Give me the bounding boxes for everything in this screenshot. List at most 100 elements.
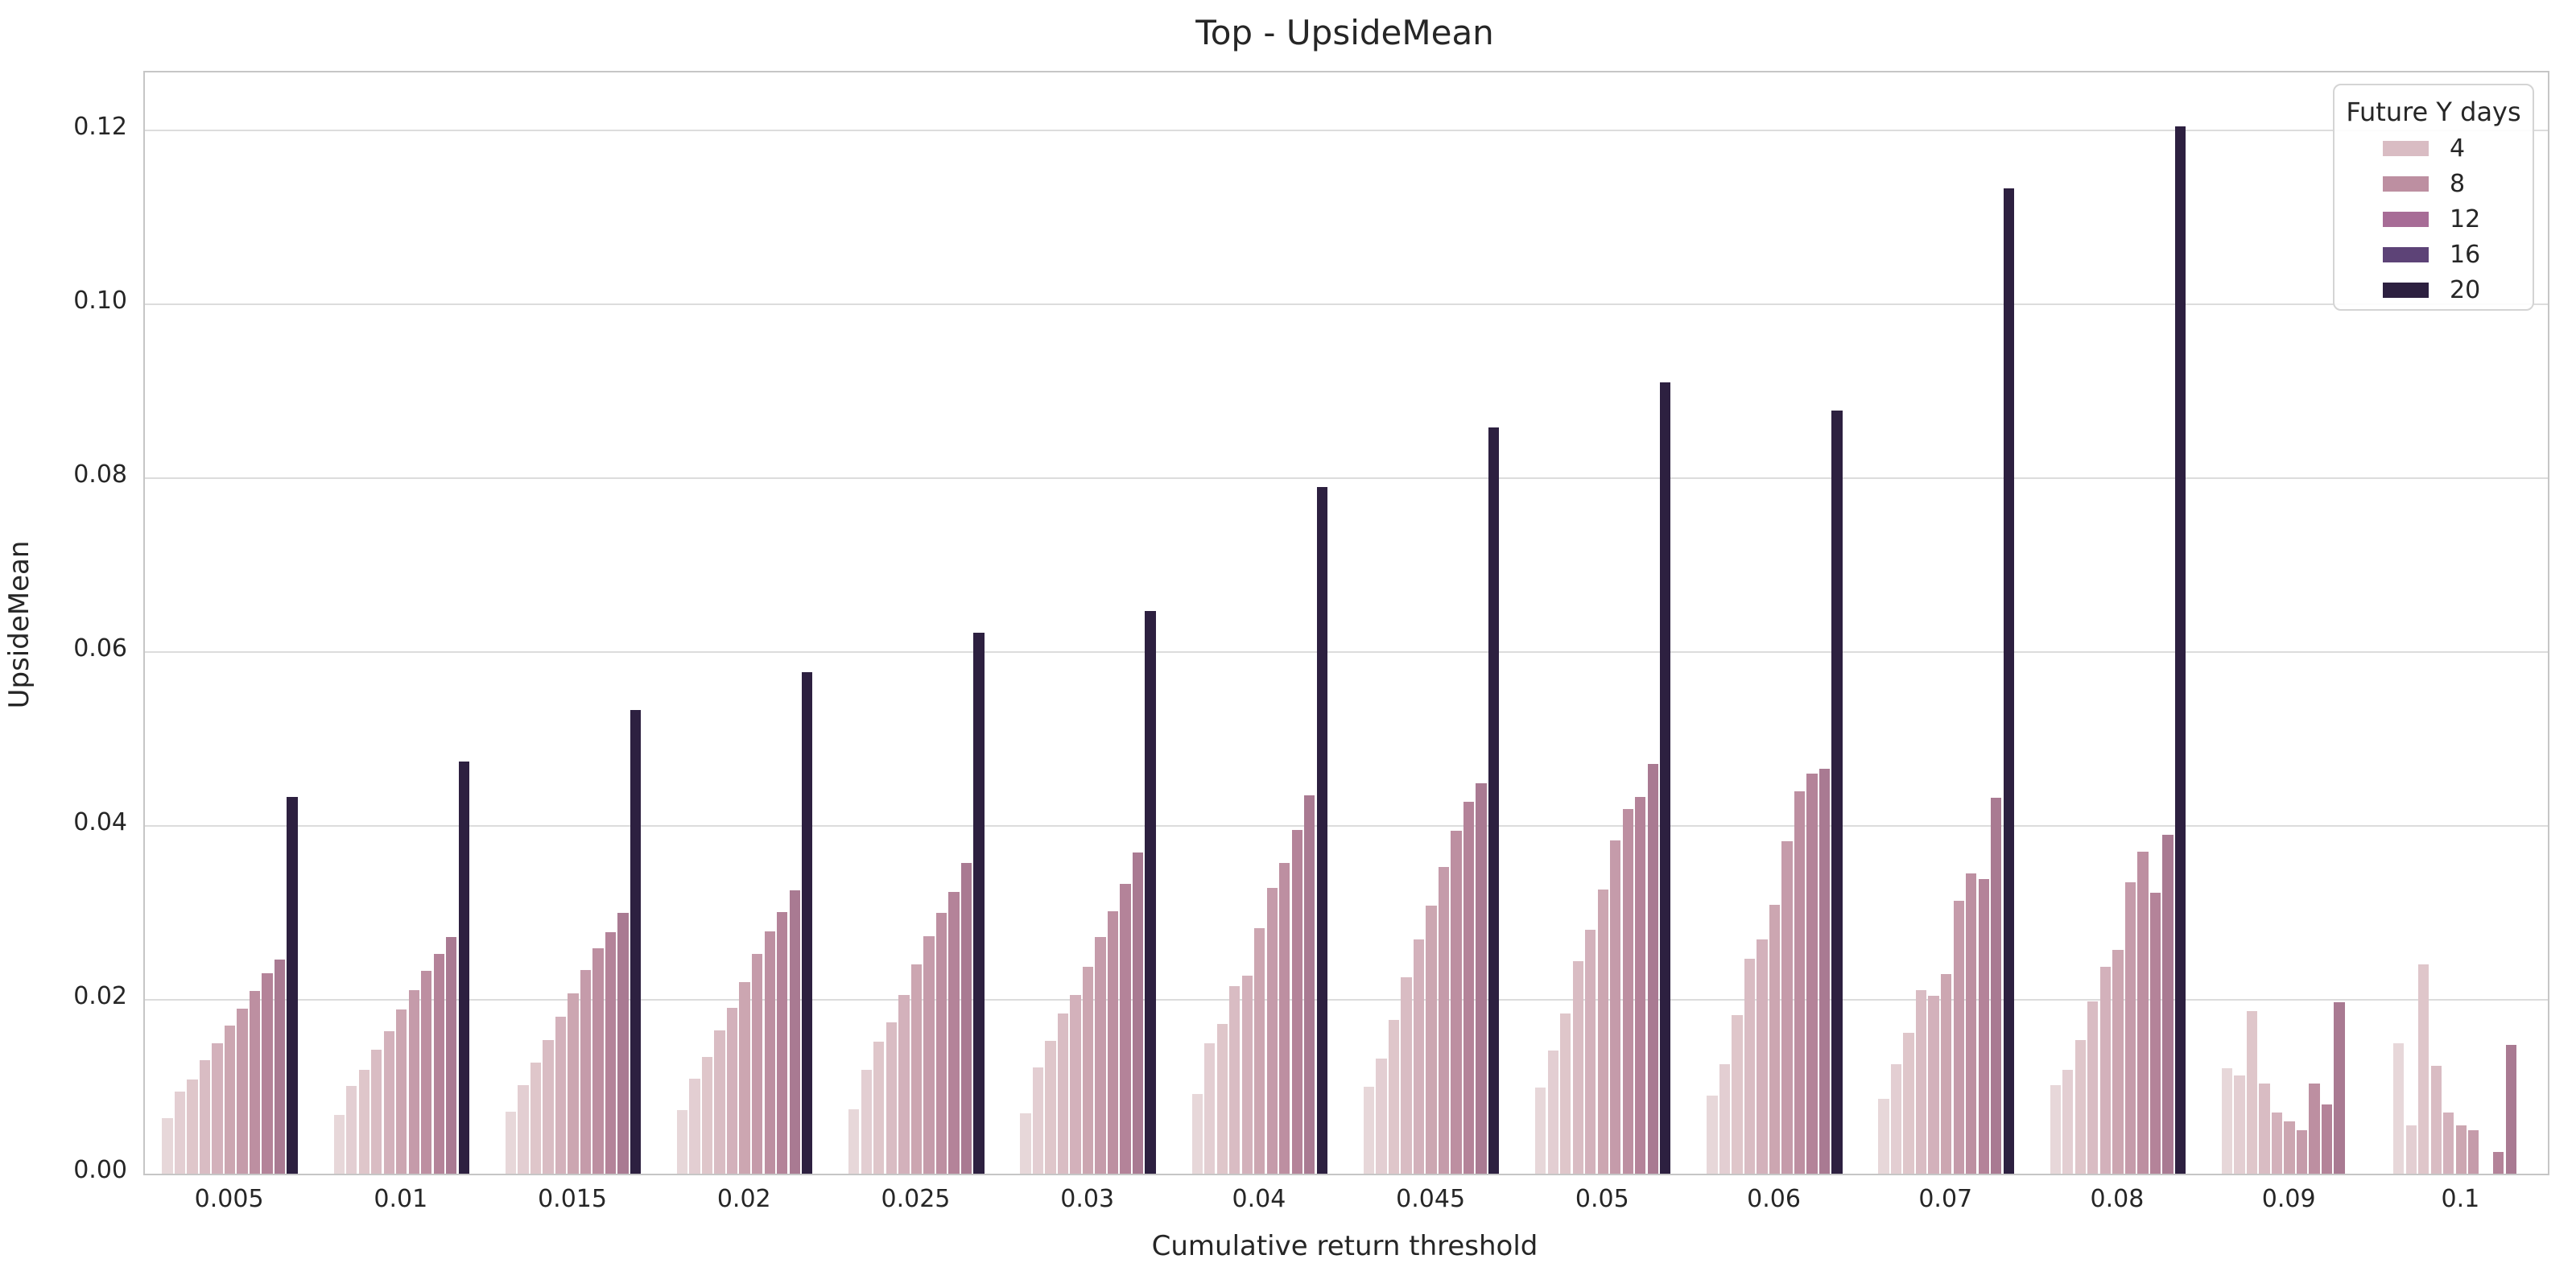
bar-0.1-d6 — [2455, 1125, 2467, 1174]
bar-0.01-d20 — [458, 762, 469, 1174]
bar-0.1-d9 — [2493, 1152, 2504, 1174]
bar-0.09-d8 — [2309, 1084, 2320, 1174]
bar-0.09-d7 — [2296, 1130, 2308, 1174]
bar-0.04-d6 — [1254, 928, 1265, 1174]
bar-0.08-d8 — [2137, 852, 2149, 1174]
bar-0.015-d5 — [555, 1017, 567, 1174]
x-tick-label-0.1: 0.1 — [2441, 1185, 2480, 1213]
legend-rows: 4 8 12 16 20 — [2334, 130, 2533, 308]
bar-0.015-d9 — [605, 932, 617, 1174]
x-axis-label: Cumulative return threshold — [1151, 1230, 1538, 1262]
bar-0.005-d6 — [224, 1026, 236, 1174]
y-tick-label-0.00: 0.00 — [73, 1156, 127, 1184]
legend-item-4: 4 — [2334, 130, 2533, 166]
chart-title: Top - UpsideMean — [1195, 13, 1494, 52]
bar-0.1-d4 — [2430, 1066, 2442, 1174]
bar-0.07-d5 — [1928, 996, 1939, 1174]
bar-0.02-d4 — [714, 1030, 725, 1174]
bar-0.045-d20 — [1488, 427, 1500, 1174]
bar-0.03-d7 — [1095, 937, 1106, 1174]
bar-0.045-d8 — [1451, 831, 1462, 1174]
bar-0.045-d6 — [1426, 906, 1437, 1174]
legend-item-12: 12 — [2334, 201, 2533, 237]
gridline-0.10 — [145, 303, 2548, 305]
legend-swatch-12 — [2383, 211, 2429, 227]
bar-0.06-d20 — [1831, 411, 1843, 1174]
bar-0.07-d3 — [1903, 1033, 1914, 1174]
bar-0.08-d3 — [2074, 1040, 2086, 1174]
bar-0.08-d10 — [2162, 835, 2174, 1174]
bar-0.04-d3 — [1216, 1024, 1228, 1174]
bar-0.02-d3 — [701, 1057, 713, 1174]
bar-0.02-d7 — [752, 954, 763, 1174]
x-tick-label-0.005: 0.005 — [194, 1185, 264, 1213]
bar-0.1-d2 — [2405, 1125, 2417, 1174]
bar-0.04-d5 — [1241, 976, 1253, 1174]
bar-0.08-d1 — [2050, 1085, 2061, 1174]
y-tick-label-0.08: 0.08 — [73, 460, 127, 489]
bar-0.005-d20 — [287, 797, 298, 1174]
legend-label-4: 4 — [2450, 134, 2466, 163]
bar-0.08-d2 — [2062, 1070, 2074, 1174]
bar-0.07-d2 — [1890, 1064, 1902, 1174]
bar-0.05-d9 — [1635, 797, 1646, 1174]
bar-0.06-d4 — [1744, 959, 1756, 1174]
bar-0.03-d5 — [1070, 995, 1081, 1174]
bar-0.09-d5 — [2271, 1113, 2283, 1174]
bar-0.025-d5 — [898, 995, 910, 1174]
bar-0.005-d7 — [237, 1009, 248, 1174]
bar-0.08-d7 — [2124, 882, 2136, 1174]
bar-0.07-d6 — [1940, 974, 1952, 1174]
bar-0.04-d7 — [1266, 888, 1278, 1174]
bar-0.025-d10 — [960, 863, 972, 1174]
bar-0.045-d2 — [1376, 1059, 1387, 1174]
bar-0.05-d20 — [1660, 382, 1671, 1174]
bar-0.07-d1 — [1878, 1099, 1889, 1174]
legend-swatch-8 — [2383, 175, 2429, 192]
bar-0.09-d9 — [2321, 1104, 2333, 1174]
y-axis-label: UpsideMean — [3, 540, 35, 709]
bar-0.06-d7 — [1781, 841, 1793, 1174]
bar-0.05-d10 — [1647, 764, 1658, 1174]
bar-0.01-d4 — [371, 1050, 382, 1174]
gridline-0.06 — [145, 651, 2548, 653]
bar-0.02-d5 — [726, 1008, 738, 1174]
bar-0.01-d8 — [421, 971, 432, 1174]
legend-item-8: 8 — [2334, 166, 2533, 201]
bar-0.03-d9 — [1120, 884, 1131, 1174]
legend-label-16: 16 — [2450, 240, 2481, 269]
bar-0.01-d6 — [396, 1009, 407, 1174]
gridline-0.04 — [145, 825, 2548, 827]
bar-0.02-d10 — [789, 890, 800, 1174]
bar-0.01-d7 — [408, 990, 419, 1174]
bar-0.09-d6 — [2284, 1121, 2295, 1174]
gridline-0.02 — [145, 999, 2548, 1001]
bar-0.005-d5 — [212, 1043, 223, 1174]
bar-0.03-d3 — [1045, 1041, 1056, 1174]
bar-0.08-d20 — [2174, 126, 2186, 1174]
bar-0.09-d10 — [2334, 1002, 2345, 1174]
bar-0.06-d9 — [1806, 774, 1818, 1174]
bar-0.05-d8 — [1622, 809, 1633, 1174]
bar-0.02-d20 — [802, 672, 813, 1174]
bar-0.005-d10 — [274, 960, 286, 1174]
bar-0.01-d2 — [346, 1086, 357, 1174]
bar-0.01-d10 — [446, 937, 457, 1174]
bar-0.08-d5 — [2099, 967, 2111, 1174]
bar-0.08-d9 — [2149, 893, 2161, 1174]
x-tick-label-0.015: 0.015 — [538, 1185, 607, 1213]
bar-0.07-d8 — [1966, 873, 1977, 1174]
bar-0.025-d4 — [886, 1022, 897, 1174]
legend-swatch-4 — [2383, 140, 2429, 156]
bar-0.1-d5 — [2443, 1113, 2454, 1174]
bar-0.01-d3 — [358, 1070, 369, 1174]
bar-0.02-d8 — [764, 931, 775, 1174]
bar-0.06-d10 — [1818, 769, 1831, 1174]
bar-0.05-d3 — [1560, 1013, 1571, 1174]
legend-swatch-16 — [2383, 246, 2429, 262]
bar-0.07-d9 — [1978, 879, 1989, 1174]
y-tick-label-0.02: 0.02 — [73, 982, 127, 1010]
bar-0.015-d3 — [530, 1063, 542, 1174]
bar-0.025-d20 — [973, 633, 985, 1174]
bar-0.1-d1 — [2393, 1043, 2405, 1174]
